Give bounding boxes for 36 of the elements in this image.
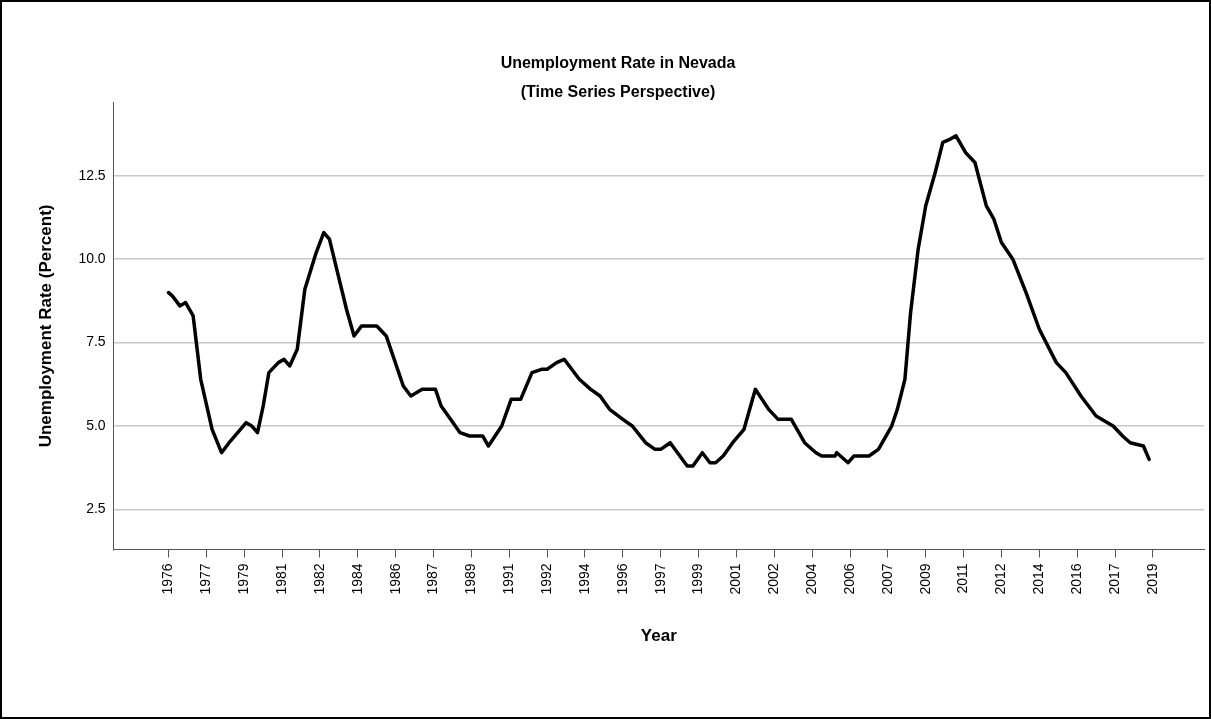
x-tick-label: 2012 bbox=[992, 563, 1009, 595]
x-tick-label: 1984 bbox=[348, 563, 365, 595]
y-axis-title: Unemployment Rate (Percent) bbox=[35, 204, 55, 448]
x-tick-label: 2017 bbox=[1105, 563, 1122, 595]
x-tick-label: 1997 bbox=[651, 563, 668, 595]
x-tick-label: 1987 bbox=[424, 563, 441, 595]
x-tick-label: 2014 bbox=[1030, 563, 1047, 595]
y-tick-label: 7.5 bbox=[86, 333, 106, 350]
x-axis-title: Year bbox=[640, 626, 678, 646]
x-tick-label: 2001 bbox=[727, 563, 744, 595]
x-tick-label: 2002 bbox=[765, 563, 782, 595]
x-tick-label: 1999 bbox=[689, 563, 706, 595]
x-tick-label: 1992 bbox=[538, 563, 554, 595]
y-tick-label: 5.0 bbox=[86, 416, 106, 433]
x-tick-label: 2007 bbox=[878, 563, 895, 595]
x-tick-label: 2011 bbox=[954, 563, 971, 594]
x-tick-label: 1977 bbox=[197, 563, 214, 595]
x-tick-label: 2016 bbox=[1068, 563, 1085, 595]
x-tick-label: 1981 bbox=[272, 563, 289, 595]
chart-subtitle: (Time Series Perspective) bbox=[520, 83, 716, 101]
x-tick-label: 1996 bbox=[613, 563, 630, 595]
x-tick-label: 1976 bbox=[159, 563, 176, 595]
x-tick-label: 1979 bbox=[235, 563, 252, 595]
x-tick-label: 1991 bbox=[500, 563, 517, 595]
x-tick-label: 2006 bbox=[840, 563, 857, 595]
x-tick-label: 2004 bbox=[803, 563, 820, 595]
x-tick-label: 1986 bbox=[386, 563, 403, 595]
x-tick-label: 1994 bbox=[575, 563, 592, 595]
y-tick-label: 10.0 bbox=[78, 250, 106, 267]
y-tick-label: 12.5 bbox=[78, 166, 106, 183]
x-tick-label: 2019 bbox=[1143, 563, 1160, 595]
x-tick-label: 1982 bbox=[310, 563, 327, 595]
chart-title: Unemployment Rate in Nevada bbox=[500, 54, 736, 72]
y-tick-label: 2.5 bbox=[86, 500, 106, 517]
x-tick-label: 1989 bbox=[462, 563, 479, 595]
x-tick-label: 2009 bbox=[916, 563, 933, 595]
